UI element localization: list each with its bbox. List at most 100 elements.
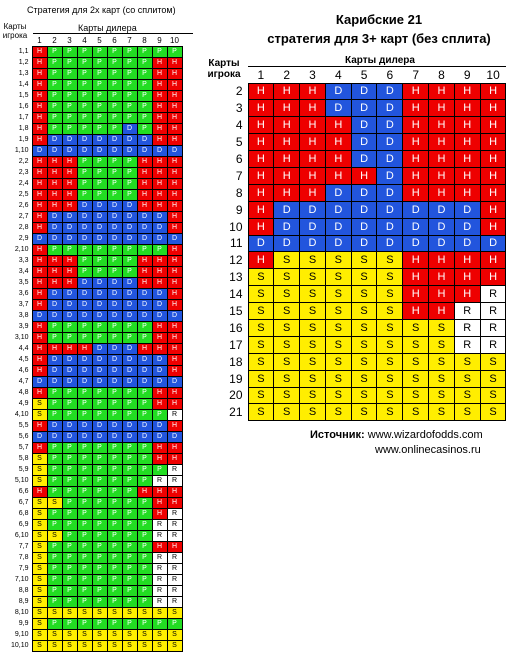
strategy-cell: S — [91, 607, 108, 619]
strategy-cell: P — [61, 508, 78, 520]
strategy-cell: H — [247, 150, 275, 168]
strategy-cell: D — [91, 288, 108, 300]
strategy-cell: S — [402, 386, 430, 405]
player-hand-label: 5,7 — [18, 444, 29, 451]
strategy-cell: S — [151, 629, 168, 641]
strategy-cell: S — [402, 403, 430, 422]
strategy-cell: H — [31, 211, 48, 223]
strategy-cell: D — [106, 420, 123, 432]
strategy-cell: P — [136, 123, 153, 135]
strategy-cell: S — [299, 369, 326, 388]
strategy-cell: H — [166, 200, 183, 212]
strategy-cell: R — [166, 519, 183, 531]
strategy-cell: H — [273, 183, 301, 202]
strategy-cell: H — [46, 200, 63, 212]
strategy-cell: H — [402, 116, 430, 135]
strategy-cell: H — [166, 398, 183, 410]
strategy-cell: D — [376, 150, 404, 168]
player-hand-label: 6,9 — [18, 521, 29, 528]
strategy-cell: H — [31, 46, 48, 58]
strategy-cell: D — [76, 200, 93, 212]
strategy-cell: H — [166, 123, 183, 135]
strategy-cell: P — [121, 475, 138, 487]
strategy-cell: S — [428, 403, 455, 422]
table-row: 1,5 H P P P P P P P H H — [7, 90, 183, 102]
strategy-cell: P — [91, 552, 108, 564]
player-hand-label: 13 — [229, 270, 243, 285]
strategy-cell: S — [299, 386, 326, 405]
strategy-cell: D — [376, 200, 404, 219]
strategy-cell: H — [428, 285, 455, 304]
strategy-cell: S — [402, 335, 430, 354]
table-row: 10 H D D D D D D D D H — [218, 217, 507, 236]
strategy-cell: S — [376, 352, 404, 371]
strategy-cell: S — [31, 519, 48, 531]
strategy-cell: D — [91, 211, 108, 223]
player-hand-label: 4,6 — [18, 367, 29, 374]
strategy-cell: S — [91, 629, 108, 641]
strategy-cell: P — [61, 574, 78, 586]
strategy-cell: D — [121, 211, 138, 223]
strategy-cell: P — [76, 552, 93, 564]
strategy-cell: S — [247, 369, 275, 388]
strategy-cell: S — [31, 596, 48, 608]
strategy-cell: H — [453, 251, 481, 270]
strategy-cell: D — [350, 82, 378, 101]
strategy-cell: P — [136, 244, 153, 256]
strategy-cell: H — [61, 266, 78, 278]
strategy-cell: H — [31, 332, 48, 344]
table-row: 1,3 H P P P P P P P H H — [7, 68, 183, 80]
player-hand-label: 11 — [230, 236, 243, 251]
strategy-cell: D — [273, 234, 301, 253]
strategy-cell: D — [166, 145, 183, 157]
dealer-card-header: 2 — [283, 67, 291, 82]
strategy-cell: H — [273, 133, 301, 152]
strategy-cell: P — [151, 618, 168, 630]
strategy-cell: S — [46, 640, 63, 652]
strategy-cell: H — [247, 99, 275, 118]
strategy-cell: P — [46, 618, 63, 630]
strategy-cell: P — [61, 453, 78, 465]
strategy-cell: H — [31, 244, 48, 256]
player-hand-label: 2,7 — [18, 213, 29, 220]
strategy-cell: D — [479, 234, 507, 253]
strategy-cell: P — [91, 57, 108, 69]
strategy-cell: R — [166, 464, 183, 476]
strategy-cell: P — [121, 541, 138, 553]
strategy-cell: P — [106, 596, 123, 608]
player-hand-label: 8 — [235, 185, 243, 200]
source-link-wizardofodds[interactable]: www.wizardofodds.com — [367, 429, 483, 441]
strategy-cell: R — [151, 585, 168, 597]
player-hand-label: 9,10 — [14, 631, 29, 638]
strategy-cell: P — [136, 618, 153, 630]
strategy-cell: P — [46, 442, 63, 454]
strategy-cell: D — [91, 134, 108, 146]
strategy-cell: P — [91, 156, 108, 168]
player-hand-label: 14 — [229, 287, 243, 302]
strategy-cell: D — [91, 145, 108, 157]
source-link-onlinecasinos[interactable]: www.onlinecasinos.ru — [375, 444, 481, 456]
strategy-cell: P — [76, 453, 93, 465]
dealer-card-header: 5 — [97, 36, 102, 45]
player-hand-label: 1,3 — [18, 70, 29, 77]
strategy-cell: P — [76, 464, 93, 476]
strategy-cell: R — [453, 335, 481, 354]
strategy-cell: P — [76, 244, 93, 256]
strategy-cell: D — [428, 217, 455, 236]
strategy-cell: H — [31, 134, 48, 146]
strategy-cell: P — [136, 409, 153, 421]
strategy-cell: D — [151, 222, 168, 234]
strategy-cell: H — [151, 277, 168, 289]
source-label: Источник: — [310, 429, 365, 441]
strategy-cell: D — [91, 200, 108, 212]
strategy-cell: P — [61, 530, 78, 542]
strategy-cell: S — [350, 285, 378, 304]
strategy-cell: H — [402, 268, 430, 287]
player-hand-label: 1,1 — [18, 48, 29, 55]
strategy-cell: R — [479, 335, 507, 354]
strategy-cell: S — [376, 285, 404, 304]
strategy-cell: H — [166, 266, 183, 278]
dealer-card-header: 10 — [486, 67, 500, 82]
strategy-cell: H — [273, 166, 301, 185]
